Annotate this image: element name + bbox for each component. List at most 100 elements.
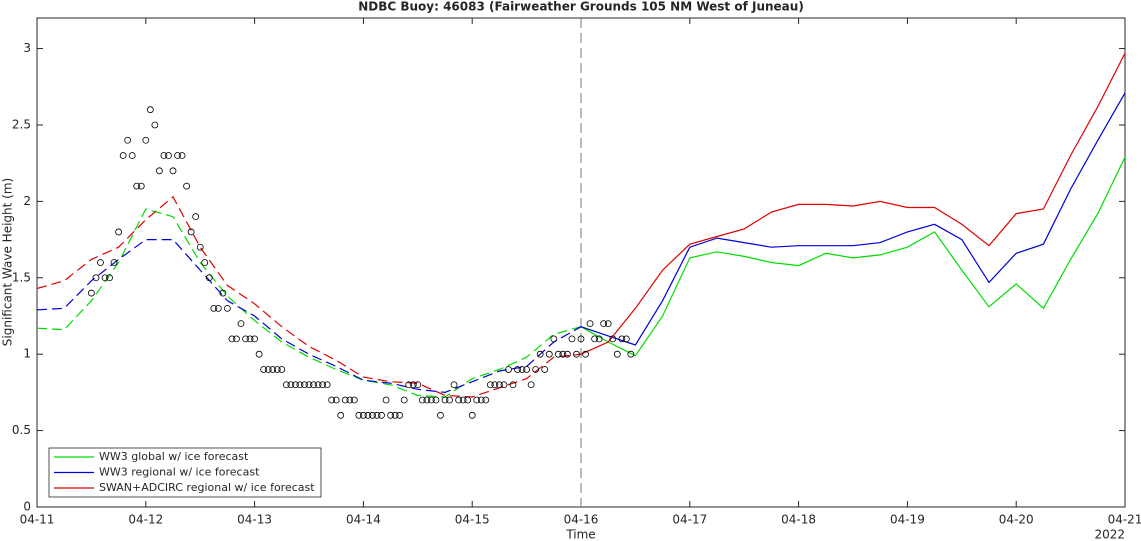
series-line [580, 156, 1126, 357]
observation-point [400, 396, 408, 404]
observation-point [223, 304, 231, 312]
observation-point [251, 335, 259, 343]
series-line [36, 195, 582, 398]
y-axis-label: Significant Wave Height (m) [1, 178, 15, 346]
observation-point [477, 396, 485, 404]
observation-point [387, 411, 395, 419]
observation-point [568, 335, 576, 343]
observation-point [205, 274, 213, 282]
observation-point [559, 350, 567, 358]
observation-point [495, 381, 503, 389]
y-tick-label: 3 [23, 41, 31, 55]
observation-point [418, 396, 426, 404]
observation-point [101, 274, 109, 282]
observation-point [591, 335, 598, 343]
observation-point [314, 381, 322, 389]
observation-point [155, 167, 163, 175]
observation-point [582, 350, 589, 358]
observation-point [269, 366, 277, 373]
observation-point [260, 366, 268, 373]
x-tick-label: 04-14 [346, 513, 381, 527]
series-line [580, 92, 1126, 346]
observation-point [165, 152, 172, 159]
observation-point [305, 381, 313, 389]
observation-point [577, 335, 585, 343]
x-tick-label: 04-17 [672, 513, 707, 527]
observation-point [160, 152, 168, 159]
observation-point [115, 228, 122, 236]
observation-point [119, 152, 127, 159]
observation-point [373, 411, 381, 419]
observation-point [523, 366, 530, 373]
observation-point [414, 381, 422, 389]
observation-point [124, 136, 132, 144]
observation-point [369, 411, 376, 419]
observation-point [201, 259, 209, 266]
observation-point [219, 289, 227, 297]
observation-point [187, 228, 195, 236]
observation-point [350, 396, 358, 404]
observation-point [291, 381, 299, 389]
y-tick-label: 2.5 [12, 117, 31, 131]
observation-point [564, 350, 571, 358]
observation-point [586, 320, 594, 328]
observation-point [255, 350, 263, 358]
observation-point [536, 350, 544, 358]
observation-point [174, 152, 181, 159]
observation-point [405, 381, 413, 389]
series-line [36, 208, 582, 398]
observation-point [142, 136, 150, 144]
legend-label: WW3 regional w/ ice forecast [99, 466, 260, 479]
observation-point [600, 320, 608, 328]
observation-point [237, 320, 245, 328]
observation-point [128, 152, 136, 159]
observation-point [328, 396, 336, 404]
observation-point [310, 381, 317, 389]
observation-point [169, 167, 177, 175]
x-tick-label: 04-19 [890, 513, 925, 527]
observation-point [609, 335, 617, 343]
observation-point [88, 289, 95, 297]
observation-point [446, 396, 453, 404]
x-tick-label: 04-18 [781, 513, 816, 527]
observation-point [264, 366, 272, 373]
observation-point [346, 396, 354, 404]
observation-point [437, 411, 444, 419]
observation-point [550, 335, 558, 343]
observation-point [133, 182, 141, 190]
x-tick-label: 04-11 [20, 513, 55, 527]
observation-point [527, 381, 535, 389]
x-axis-label: Time [565, 528, 595, 541]
series-line [580, 52, 1126, 355]
year-label: 2022 [1094, 528, 1125, 541]
observation-point [210, 304, 218, 312]
observation-point [337, 411, 345, 419]
observation-point [355, 411, 363, 419]
chart-title: NDBC Buoy: 46083 (Fairweather Grounds 10… [358, 0, 804, 14]
observation-point [455, 396, 463, 404]
observation-point [409, 381, 417, 389]
series-line [36, 239, 582, 394]
observation-point [432, 396, 440, 404]
observation-point [323, 381, 331, 389]
observation-point [319, 381, 327, 389]
observation-point [151, 121, 159, 129]
observation-point [196, 243, 204, 251]
observation-point [468, 411, 476, 419]
observation-point [396, 411, 404, 419]
observation-point [464, 396, 472, 404]
observation-point [341, 396, 349, 404]
observation-point [604, 320, 612, 328]
observation-point [595, 335, 603, 343]
observation-point [332, 396, 340, 404]
x-tick-label: 04-13 [237, 513, 272, 527]
legend-label: SWAN+ADCIRC regional w/ ice forecast [99, 481, 315, 494]
legend-label: WW3 global w/ ice forecast [99, 450, 249, 463]
observation-point [627, 350, 635, 358]
legend-box [48, 447, 322, 498]
observation-point [541, 366, 549, 373]
observation-point [450, 381, 458, 389]
observation-point [359, 411, 367, 419]
observation-point [178, 152, 186, 159]
